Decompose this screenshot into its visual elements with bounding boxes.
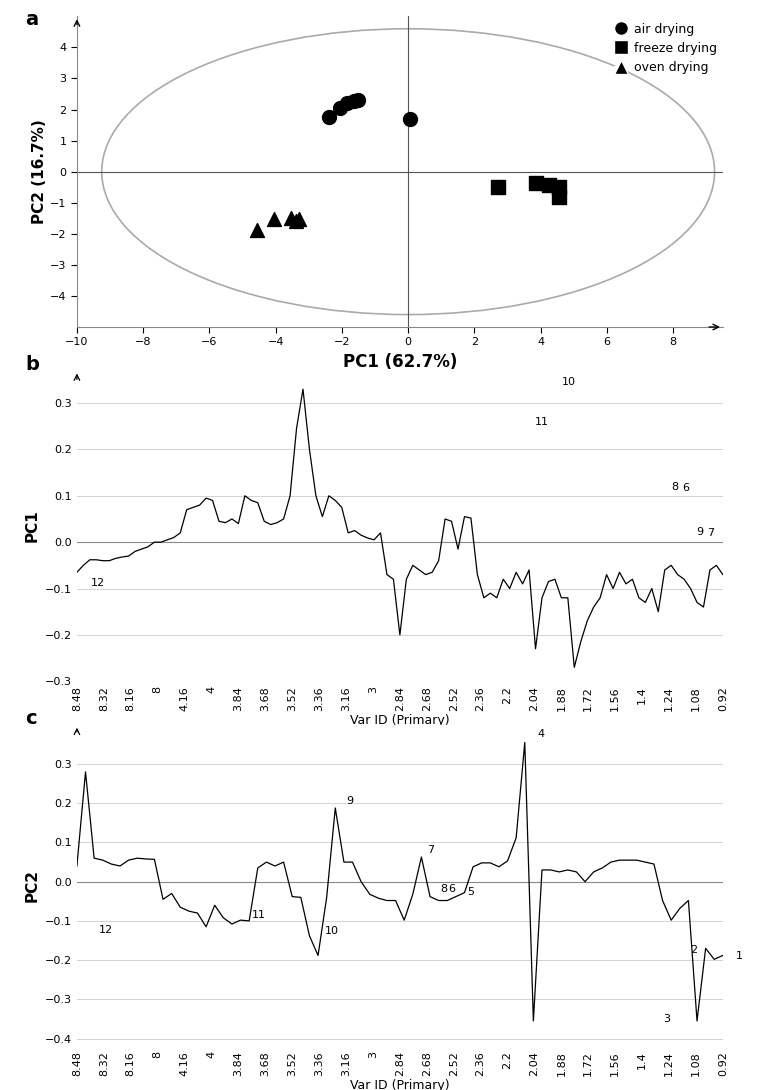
Y-axis label: PC1: PC1 bbox=[25, 509, 39, 543]
Point bbox=[285, 209, 297, 227]
Text: 11: 11 bbox=[252, 910, 266, 920]
Text: b: b bbox=[25, 355, 39, 374]
Point bbox=[341, 95, 353, 112]
Point bbox=[251, 221, 264, 239]
Point bbox=[530, 174, 542, 192]
Text: 7: 7 bbox=[427, 845, 434, 855]
Legend: air drying, freeze drying, oven drying: air drying, freeze drying, oven drying bbox=[615, 23, 717, 74]
Point bbox=[268, 210, 280, 228]
Y-axis label: PC2: PC2 bbox=[25, 869, 39, 903]
X-axis label: Var ID (Primary): Var ID (Primary) bbox=[350, 714, 450, 727]
Point bbox=[553, 189, 565, 206]
Text: 10: 10 bbox=[325, 925, 338, 936]
Point bbox=[404, 111, 416, 129]
Point bbox=[293, 210, 305, 228]
Text: 6: 6 bbox=[683, 484, 690, 494]
Text: 2: 2 bbox=[691, 945, 697, 956]
Point bbox=[543, 175, 555, 193]
Text: 3: 3 bbox=[664, 1014, 671, 1024]
Text: 7: 7 bbox=[707, 529, 714, 538]
X-axis label: PC1 (62.7%): PC1 (62.7%) bbox=[343, 353, 457, 371]
Text: a: a bbox=[25, 10, 38, 29]
Point bbox=[322, 109, 335, 126]
Text: 8: 8 bbox=[440, 884, 448, 894]
Point bbox=[352, 90, 365, 108]
Text: 10: 10 bbox=[561, 377, 575, 387]
Text: 12: 12 bbox=[91, 578, 105, 588]
Point bbox=[334, 99, 346, 117]
Text: c: c bbox=[25, 708, 37, 728]
Point bbox=[491, 179, 504, 196]
Text: 8: 8 bbox=[672, 482, 679, 492]
Text: 9: 9 bbox=[346, 797, 353, 807]
Text: 5: 5 bbox=[468, 887, 474, 897]
Y-axis label: PC2 (16.7%): PC2 (16.7%) bbox=[32, 119, 47, 225]
Text: 9: 9 bbox=[696, 526, 703, 536]
Point bbox=[348, 93, 360, 110]
Point bbox=[553, 179, 565, 196]
Text: 11: 11 bbox=[534, 417, 548, 427]
Text: 6: 6 bbox=[448, 884, 455, 894]
Text: 12: 12 bbox=[98, 924, 112, 934]
X-axis label: Var ID (Primary): Var ID (Primary) bbox=[350, 1079, 450, 1090]
Text: 1: 1 bbox=[737, 950, 744, 961]
Text: 4: 4 bbox=[538, 729, 544, 739]
Point bbox=[289, 213, 301, 230]
